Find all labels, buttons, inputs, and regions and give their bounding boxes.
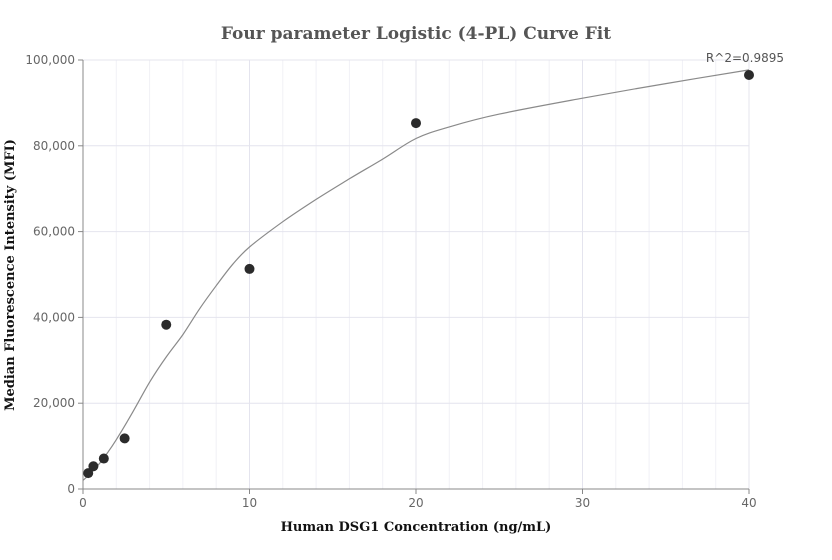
ticks: 0 10 20 30 40 0 20,000 40,000 60,000 80,000 100,00… <box>25 53 756 510</box>
y-tick-label: 60,000 <box>33 225 75 239</box>
y-tick-label: 100,000 <box>25 53 75 67</box>
data-point <box>411 118 421 129</box>
chart-title: Four parameter Logistic (4-PL) Curve Fit <box>221 24 611 44</box>
x-tick-label: 0 <box>79 496 87 510</box>
data-points <box>83 70 754 479</box>
data-point <box>161 319 172 330</box>
x-axis-title: Human DSG1 Concentration (ng/mL) <box>281 520 552 535</box>
y-tick-label: 80,000 <box>33 139 75 153</box>
data-point <box>98 453 109 464</box>
data-point <box>119 433 130 444</box>
x-tick-label: 10 <box>242 496 257 510</box>
data-point <box>244 263 255 274</box>
x-tick-label: 20 <box>408 496 423 510</box>
x-tick-label: 30 <box>575 496 590 510</box>
grid <box>83 59 750 489</box>
data-point <box>744 70 754 81</box>
x-tick-label: 40 <box>741 496 756 510</box>
y-tick-label: 0 <box>67 482 75 496</box>
data-point <box>83 468 94 479</box>
fit-curve-line <box>82 69 750 481</box>
y-axis-title: Median Fluorescence Intensity (MFI) <box>3 139 18 411</box>
y-tick-label: 20,000 <box>33 396 75 410</box>
data-point <box>88 461 99 472</box>
y-tick-label: 40,000 <box>33 310 75 324</box>
r-squared-annotation: R^2=0.9895 <box>706 51 784 65</box>
